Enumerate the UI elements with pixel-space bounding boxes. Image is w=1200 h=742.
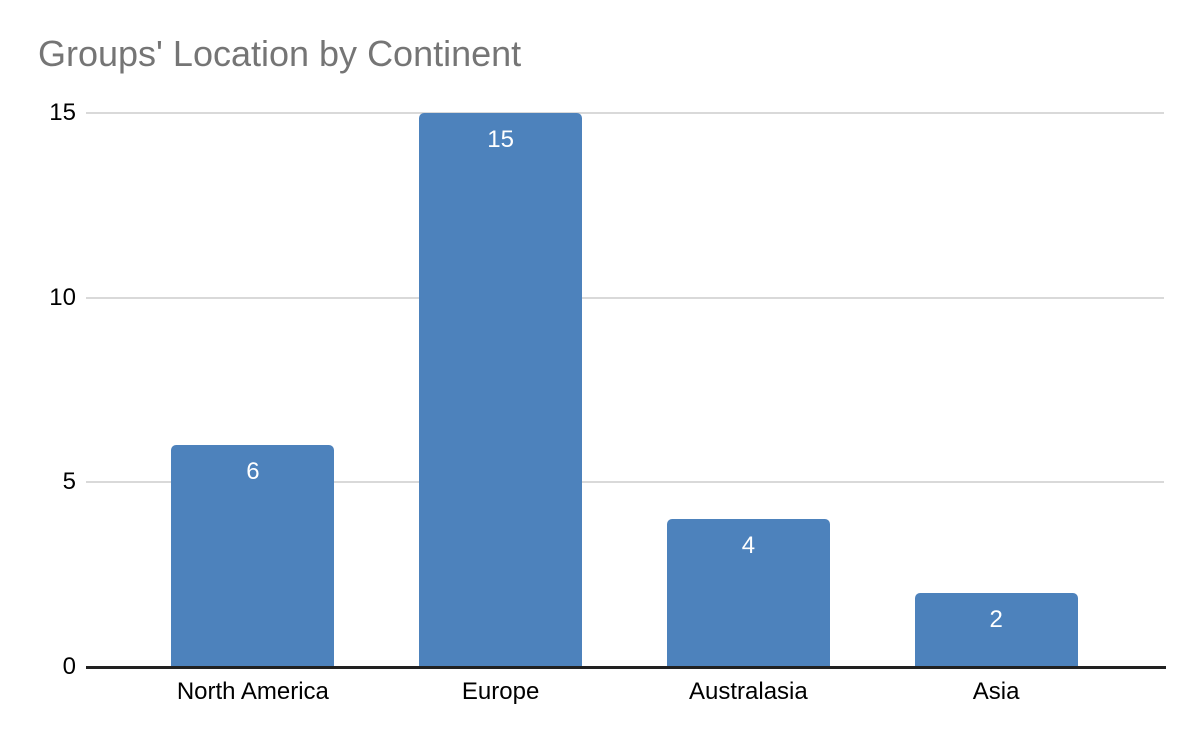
gridline <box>86 481 1164 484</box>
category-label: Europe <box>461 678 540 705</box>
x-axis-line <box>86 666 1166 669</box>
gridline <box>86 112 1164 114</box>
y-tick-label: 10 <box>49 283 76 311</box>
bar <box>419 113 583 667</box>
y-tick-label: 15 <box>49 99 76 126</box>
y-tick-label: 5 <box>62 468 76 496</box>
bar-value-label: 15 <box>487 126 514 153</box>
category-label: Australasia <box>689 678 808 705</box>
bar <box>171 445 335 667</box>
bar-value-label: 6 <box>246 458 260 486</box>
y-tick-label: 0 <box>62 653 76 680</box>
chart-title: Groups' Location by Continent <box>38 33 522 74</box>
category-label: Asia <box>972 678 1020 705</box>
bar <box>666 519 830 667</box>
bar-value-label: 4 <box>741 532 756 560</box>
bar <box>914 593 1078 667</box>
gridline <box>86 296 1164 299</box>
category-label: North America <box>176 678 329 705</box>
bar-value-label: 2 <box>989 606 1003 634</box>
